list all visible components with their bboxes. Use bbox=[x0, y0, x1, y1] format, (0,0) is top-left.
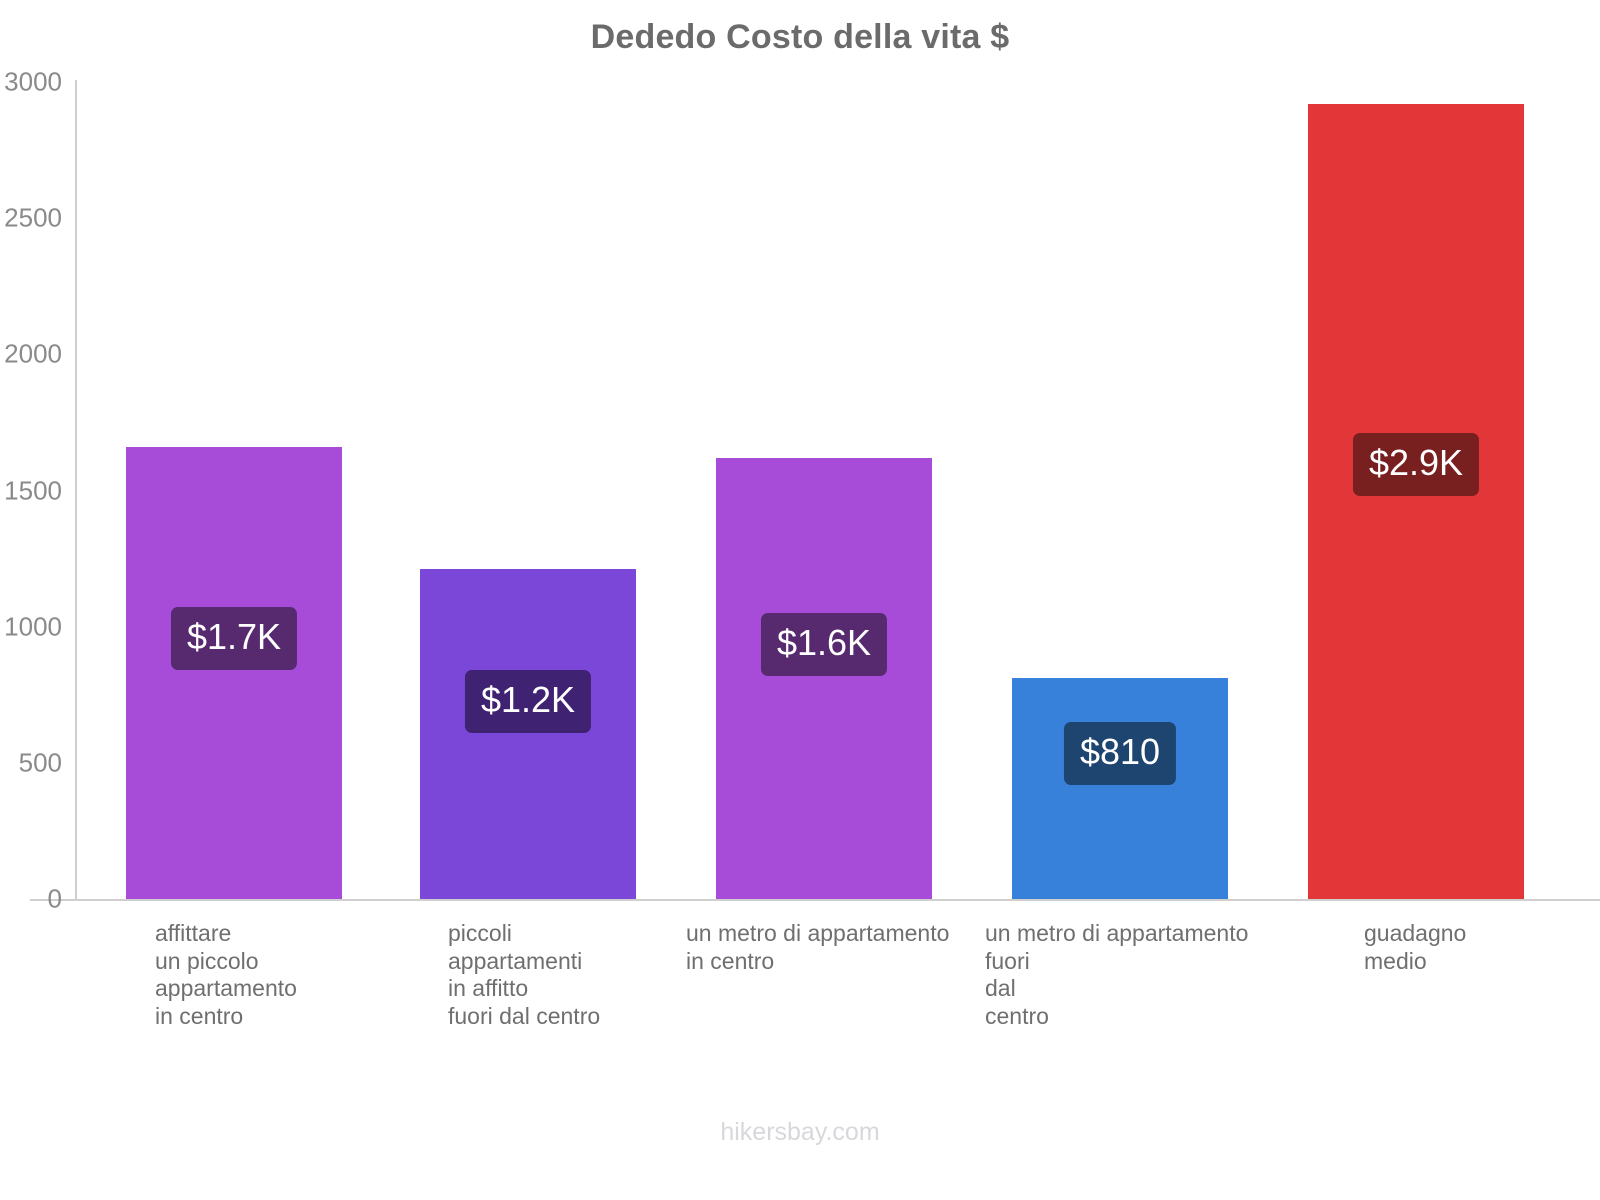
x-axis-category-label-line: dal bbox=[985, 975, 1016, 1001]
x-axis-category-label-line: appartamento bbox=[155, 975, 297, 1001]
x-axis-category-label-line: un piccolo bbox=[155, 947, 259, 974]
bar[interactable]: $1.7K bbox=[126, 446, 342, 899]
x-axis-category-label: piccoli appartamenti in affitto fuori dal c… bbox=[448, 920, 600, 1030]
bar[interactable]: $2.9K bbox=[1308, 103, 1524, 899]
x-axis-category-label-line: guadagno bbox=[1364, 920, 1467, 946]
footer-credit: hikersbay.com bbox=[720, 1118, 880, 1146]
x-axis-category-label-line: affittare bbox=[155, 920, 232, 946]
bar-value-label: $2.9K bbox=[1352, 433, 1480, 496]
x-axis-category-label-line: un metro di appartamento bbox=[985, 920, 1249, 946]
x-axis-category-label: affittare un piccolo appartamento in centro bbox=[155, 920, 297, 1030]
y-axis-tick-label: 1500 bbox=[4, 475, 62, 505]
x-axis-category-label-line: appartamenti bbox=[448, 947, 583, 974]
y-axis-tick-label: 2500 bbox=[4, 202, 62, 233]
y-axis-tick-label: 3000 bbox=[4, 66, 62, 97]
bar-value-label: $1.7K bbox=[170, 607, 298, 670]
y-axis-tick-label: 0 bbox=[47, 883, 62, 914]
x-axis-category-label-line: in centro bbox=[155, 1002, 244, 1029]
x-axis-category-label-line: fuori dal centro bbox=[448, 1002, 601, 1029]
x-axis-category-label-line: fuori bbox=[985, 947, 1030, 974]
x-axis-line bbox=[30, 899, 1600, 901]
bar-value-label: $1.2K bbox=[464, 670, 592, 733]
bar[interactable]: $1.6K bbox=[716, 457, 932, 899]
bar[interactable]: $1.2K bbox=[420, 569, 636, 899]
y-axis-tick-label: 500 bbox=[18, 747, 62, 778]
x-axis-category-label-line: in affitto bbox=[448, 975, 529, 1001]
x-axis-category-label-line: in centro bbox=[686, 947, 775, 974]
y-axis-tick-label: 2000 bbox=[4, 338, 62, 369]
y-axis-line bbox=[75, 80, 77, 900]
bar[interactable]: $810 bbox=[1012, 678, 1228, 899]
x-axis-category-label-line: piccoli bbox=[448, 920, 512, 946]
bar-value-label: $1.6K bbox=[760, 613, 888, 676]
bar-value-label: $810 bbox=[1063, 722, 1177, 785]
page-title: Dededo Costo della vita $ bbox=[590, 18, 1010, 56]
x-axis-category-label: un metro di appartamento fuori dal centro bbox=[985, 920, 1248, 1030]
y-axis-tick-label: 1000 bbox=[4, 611, 62, 642]
x-axis-category-label: un metro di appartamento in centro bbox=[686, 920, 949, 975]
x-axis-category-label-line: un metro di appartamento bbox=[686, 920, 950, 946]
x-axis-category-label: guadagno medio bbox=[1364, 920, 1466, 975]
x-axis-category-label-line: centro bbox=[985, 1002, 1049, 1029]
x-axis-category-label-line: medio bbox=[1364, 947, 1427, 974]
